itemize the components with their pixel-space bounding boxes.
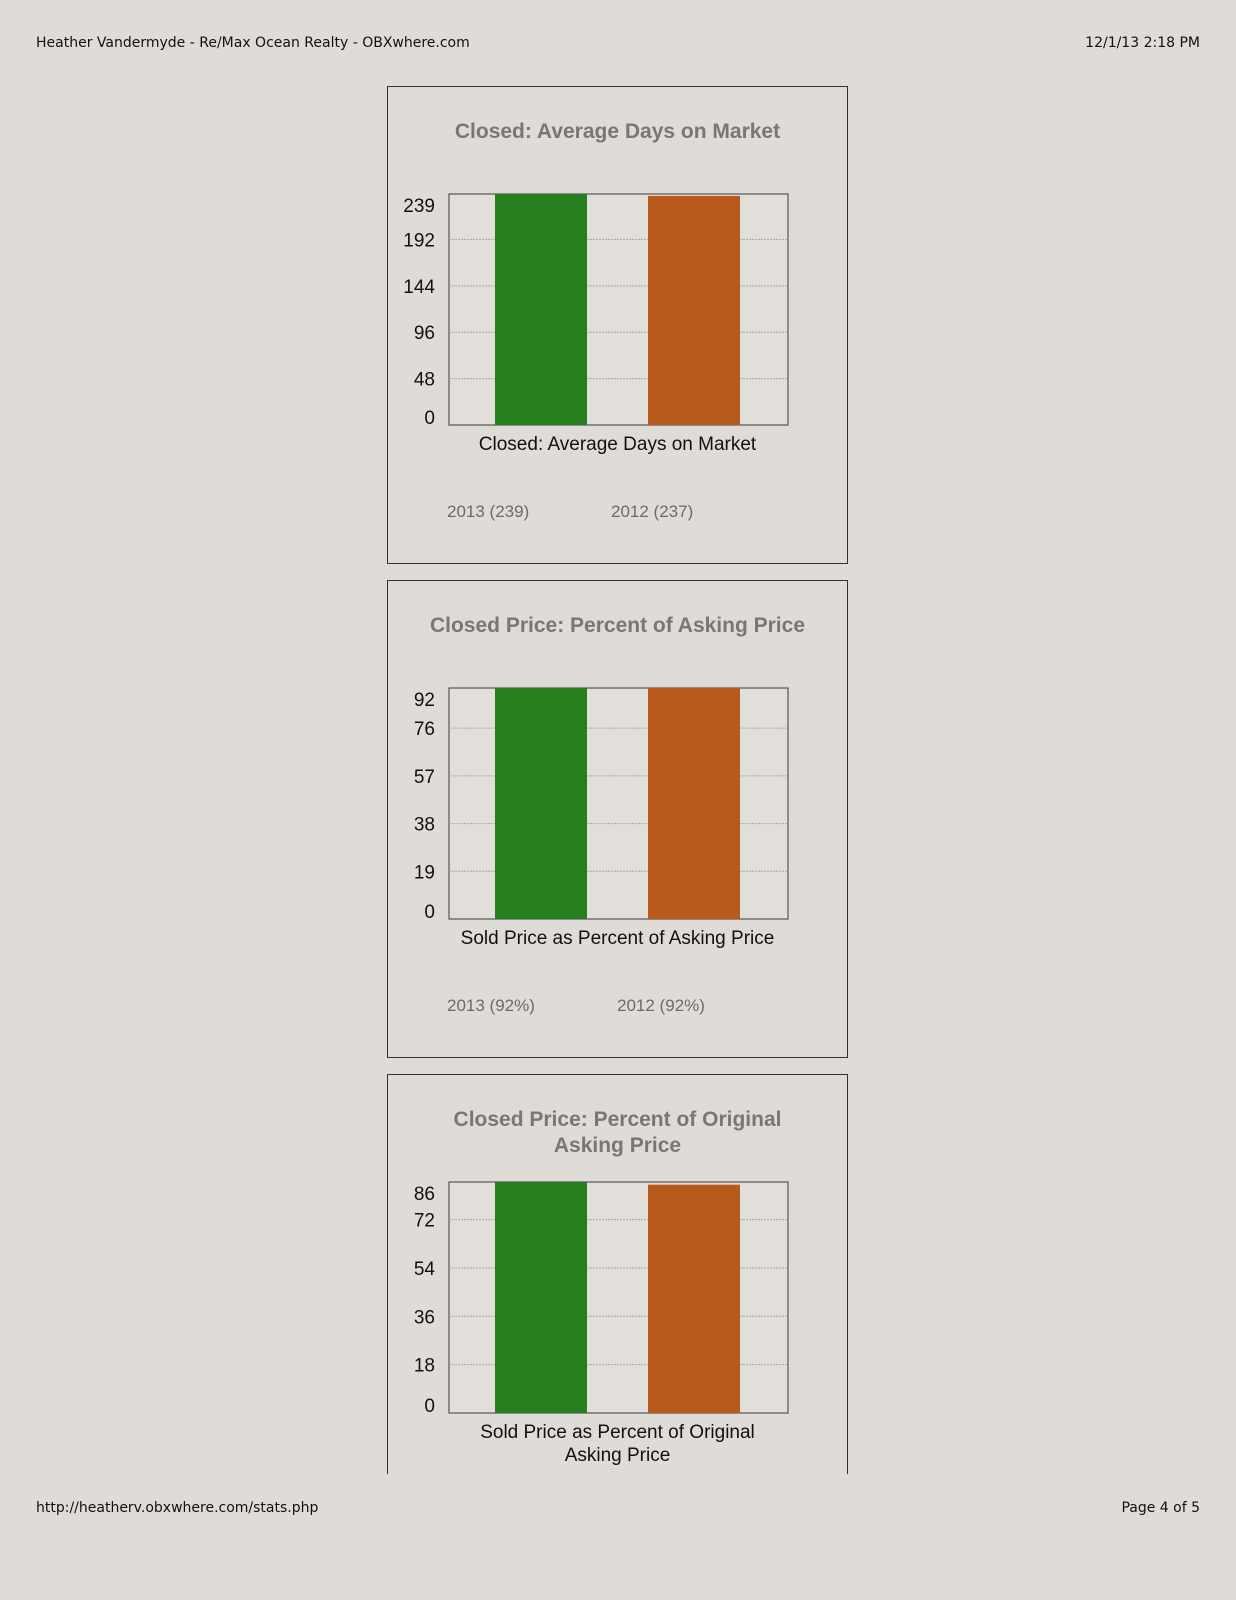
legend-item-2012: 2012 (237) (611, 502, 694, 521)
y-tick-label: 0 (424, 902, 435, 923)
chart-panel-days-on-market: Closed: Average Days on Market 0 48 96 144 1… (387, 86, 848, 564)
page-footer-page-number: Page 4 of 5 (1121, 1500, 1200, 1516)
y-tick-label: 76 (414, 719, 435, 740)
bar-2013 (495, 688, 587, 919)
chart-panel-percent-original: Closed Price: Percent of Original Asking… (387, 1074, 848, 1474)
legend-item-2013: 2013 (239) (447, 502, 530, 521)
y-tick-label: 54 (414, 1259, 436, 1280)
y-tick-label: 0 (424, 408, 435, 429)
x-axis-label: Sold Price as Percent of Asking Price (460, 928, 775, 949)
y-tick-label: 72 (414, 1211, 435, 1232)
y-tick-label: 19 (414, 862, 435, 883)
bar-2012 (648, 195, 740, 425)
bar-chart: 0 19 38 57 76 92 (414, 687, 789, 923)
x-axis-label: Closed: Average Days on Market (478, 434, 757, 455)
x-axis-label: Sold Price as Percent of Original Asking… (480, 1422, 755, 1466)
page-header-source: Heather Vandermyde - Re/Max Ocean Realty… (36, 35, 470, 51)
y-tick-label: 48 (414, 370, 435, 391)
chart-panel-percent-asking: Closed Price: Percent of Asking Price 0 1… (387, 580, 848, 1058)
bar-2013 (495, 194, 587, 425)
y-tick-label: 239 (403, 196, 435, 217)
y-tick-label: 96 (414, 323, 435, 344)
bar-chart: 0 48 96 144 192 239 (403, 193, 789, 429)
chart-title: Closed: Average Days on Market (454, 120, 781, 143)
legend-item-2013: 2013 (92%) (447, 996, 535, 1015)
page-header-timestamp: 12/1/13 2:18 PM (1085, 35, 1200, 51)
bar-2012 (648, 688, 740, 919)
y-tick-label: 86 (414, 1184, 435, 1205)
y-tick-label: 0 (424, 1396, 435, 1417)
bar-2013 (495, 1182, 587, 1413)
y-tick-label: 18 (414, 1356, 435, 1377)
y-tick-label: 57 (414, 767, 435, 788)
y-tick-label: 38 (414, 815, 435, 836)
y-tick-label: 36 (414, 1307, 435, 1328)
page-footer-url: http://heatherv.obxwhere.com/stats.php (36, 1500, 319, 1516)
bar-chart: 0 18 36 54 72 86 (414, 1181, 789, 1417)
y-tick-label: 144 (403, 277, 435, 298)
y-tick-label: 192 (403, 230, 435, 251)
chart-title: Closed Price: Percent of Asking Price (429, 614, 806, 637)
y-tick-label: 92 (414, 690, 435, 711)
legend-item-2012: 2012 (92%) (617, 996, 705, 1015)
chart-title: Closed Price: Percent of Original Asking… (453, 1108, 782, 1157)
bar-2012 (648, 1184, 740, 1413)
